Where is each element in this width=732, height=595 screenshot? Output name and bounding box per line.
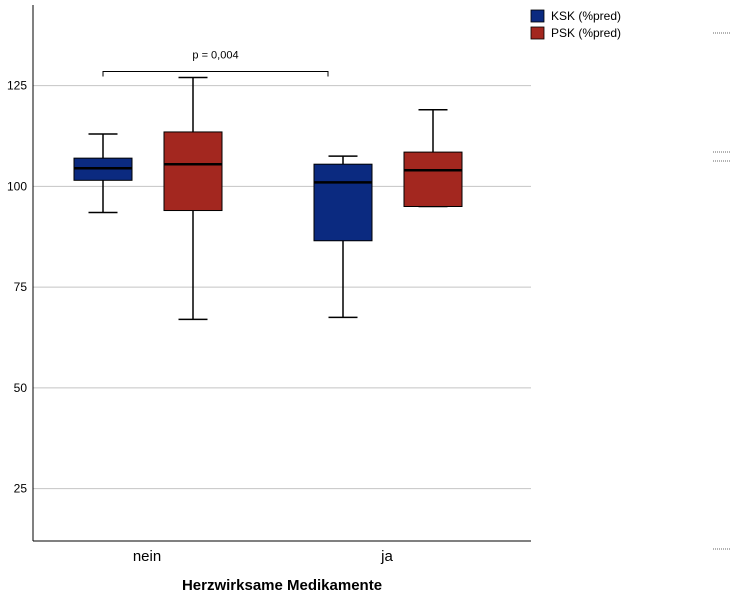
iqr-box — [163, 131, 223, 212]
y-tick-label: 25 — [14, 482, 28, 496]
box-1-1 — [403, 109, 463, 208]
legend-swatch — [530, 26, 545, 40]
y-tick-label: 50 — [14, 381, 28, 395]
legend-label: PSK (%pred) — [551, 26, 621, 40]
box-1-0 — [163, 76, 223, 321]
legend-swatch — [530, 9, 545, 23]
x-tick-label: ja — [380, 548, 393, 565]
x-tick-label: nein — [133, 548, 161, 565]
iqr-box — [313, 163, 373, 242]
significance-bracket — [102, 70, 329, 77]
axes — [32, 5, 531, 542]
box-0-1 — [313, 155, 373, 319]
y-tick-label: 100 — [7, 179, 27, 193]
y-tick-labels: 25 50 75 100 125 — [7, 79, 27, 496]
y-tick-label: 75 — [14, 280, 28, 294]
gridlines — [33, 85, 531, 490]
boxes — [73, 76, 463, 321]
decorative-dashes — [713, 32, 731, 550]
legend: KSK (%pred) PSK (%pred) — [530, 9, 621, 40]
iqr-box — [403, 151, 463, 208]
box-0-0 — [73, 133, 133, 214]
p-value-label: p = 0,004 — [192, 49, 238, 61]
y-tick-label: 125 — [7, 79, 27, 93]
x-tick-labels: nein ja — [133, 548, 394, 565]
legend-label: KSK (%pred) — [551, 9, 621, 23]
significance-annotation: p = 0,004 — [102, 49, 329, 77]
x-axis-label: Herzwirksame Medikamente — [182, 577, 382, 594]
